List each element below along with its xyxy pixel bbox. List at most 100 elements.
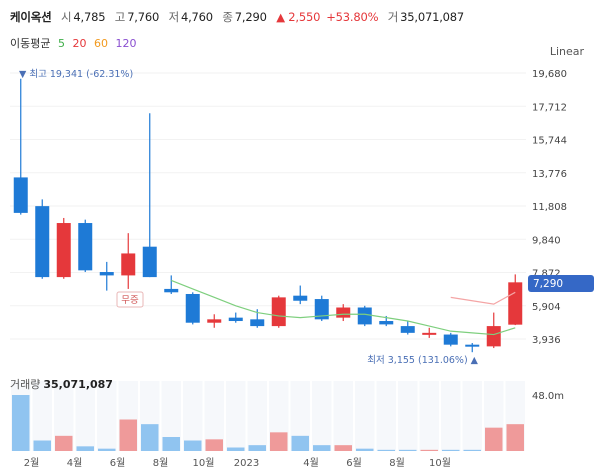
event-label: 무증 xyxy=(121,295,139,306)
ma-20: 20 xyxy=(72,37,87,50)
volume-bar xyxy=(485,427,503,451)
candle-body xyxy=(486,326,501,347)
volume-bar xyxy=(399,449,417,451)
volume-slot xyxy=(54,381,74,451)
current-price-value: 7,290 xyxy=(533,278,563,290)
volume-slot xyxy=(333,381,353,451)
candle-body xyxy=(379,321,394,325)
candle-body xyxy=(121,253,136,276)
volume-bar xyxy=(463,449,481,451)
candle-body xyxy=(228,317,243,322)
y-tick-label: 9,840 xyxy=(532,235,561,246)
y-tick-label: 15,744 xyxy=(532,136,567,147)
y-tick-label: 17,712 xyxy=(532,102,567,113)
moving-average-title: 이동평균 xyxy=(10,37,51,50)
volume-bar xyxy=(162,437,180,451)
stock-name: 케이옥션 xyxy=(10,10,52,24)
candle-body xyxy=(56,223,71,278)
x-tick-label: 2023 xyxy=(234,458,259,469)
volume-title: 거래량 35,071,087 xyxy=(10,376,113,392)
candle-body xyxy=(271,297,286,327)
volume-bar xyxy=(420,449,438,451)
high-label: 고 xyxy=(114,10,126,24)
candle-body xyxy=(443,334,458,345)
current-price-tag xyxy=(528,275,594,292)
x-tick-label: 8월 xyxy=(389,457,405,469)
volume-bar xyxy=(141,424,159,451)
candle-body xyxy=(142,246,157,278)
stock-header: 케이옥션 시 4,785 고 7,760 저 4,760 종 7,290 ▲ 2,550… xyxy=(10,9,470,25)
candle-body xyxy=(465,344,480,347)
volume-bar xyxy=(313,445,331,451)
volume-bar xyxy=(506,424,524,451)
volume-bar xyxy=(184,440,202,451)
close-label: 종 xyxy=(222,10,233,24)
volume-slot xyxy=(75,381,95,451)
volume-bar xyxy=(119,419,137,451)
change-percent: +53.80% xyxy=(326,10,379,24)
open-label: 시 xyxy=(61,10,72,24)
volume-bar xyxy=(205,439,223,451)
volume-slot xyxy=(419,381,439,451)
x-tick-label: 10월 xyxy=(193,457,215,469)
volume-bar xyxy=(98,448,116,451)
candle-body xyxy=(13,177,28,213)
y-tick-label: 5,904 xyxy=(532,302,561,313)
candle-body xyxy=(164,288,179,293)
y-tick-label: 19,680 xyxy=(532,69,567,80)
volume-bar xyxy=(356,448,374,451)
volume-title-value: 35,071,087 xyxy=(43,378,113,391)
volume-slot xyxy=(355,381,375,451)
open-value: 4,785 xyxy=(73,10,106,24)
candle-body xyxy=(185,293,200,323)
candle-body xyxy=(250,319,265,327)
volume-slot xyxy=(312,381,332,451)
volume-slot xyxy=(32,381,52,451)
low-label: 저 xyxy=(168,10,180,24)
scale-toggle[interactable]: Linear xyxy=(549,45,584,58)
volume-bar xyxy=(334,445,352,451)
candle-body xyxy=(293,295,308,301)
volume-slot xyxy=(462,381,482,451)
volume-slot xyxy=(376,381,396,451)
volume-bar xyxy=(227,447,245,451)
candle-body xyxy=(508,282,523,325)
x-tick-label: 8월 xyxy=(153,457,169,469)
volume-bar xyxy=(270,432,288,451)
candle-body xyxy=(422,332,437,335)
volume-bar xyxy=(55,435,73,451)
y-tick-label: 11,808 xyxy=(532,202,567,213)
volume-bar xyxy=(442,449,460,451)
candle-body xyxy=(400,326,415,333)
candle-body xyxy=(207,319,222,323)
volume-slot xyxy=(161,381,181,451)
volume-slot xyxy=(398,381,418,451)
ma-5: 5 xyxy=(57,37,65,50)
volume-tick-label: 48.0m xyxy=(532,391,564,402)
x-tick-label: 4월 xyxy=(67,457,83,469)
volume-slot xyxy=(183,381,203,451)
volume-value: 35,071,087 xyxy=(400,10,465,24)
volume-bar xyxy=(76,446,94,451)
candle-body xyxy=(35,206,50,278)
candle-body xyxy=(357,307,372,325)
x-tick-label: 2월 xyxy=(24,457,40,469)
volume-slot xyxy=(290,381,310,451)
y-tick-label: 3,936 xyxy=(532,335,561,346)
event-badge xyxy=(116,291,144,308)
candle-body xyxy=(78,223,93,271)
volume-slot xyxy=(97,381,117,451)
max-price-annotation: ▼ 최고 19,341 (-62.31%) xyxy=(19,69,133,80)
x-tick-label: 6월 xyxy=(346,457,362,469)
candle-body xyxy=(99,272,114,276)
volume-label: 거 xyxy=(387,10,399,24)
low-value: 4,760 xyxy=(180,10,213,24)
change-value: ▲ 2,550 xyxy=(276,10,321,24)
ma20-line xyxy=(450,291,516,305)
volume-bar xyxy=(377,449,395,451)
candle-body xyxy=(336,307,351,318)
volume-bar xyxy=(248,445,266,451)
volume-slot xyxy=(226,381,246,451)
moving-average-legend[interactable]: 이동평균 5 20 60 120 xyxy=(10,35,140,51)
